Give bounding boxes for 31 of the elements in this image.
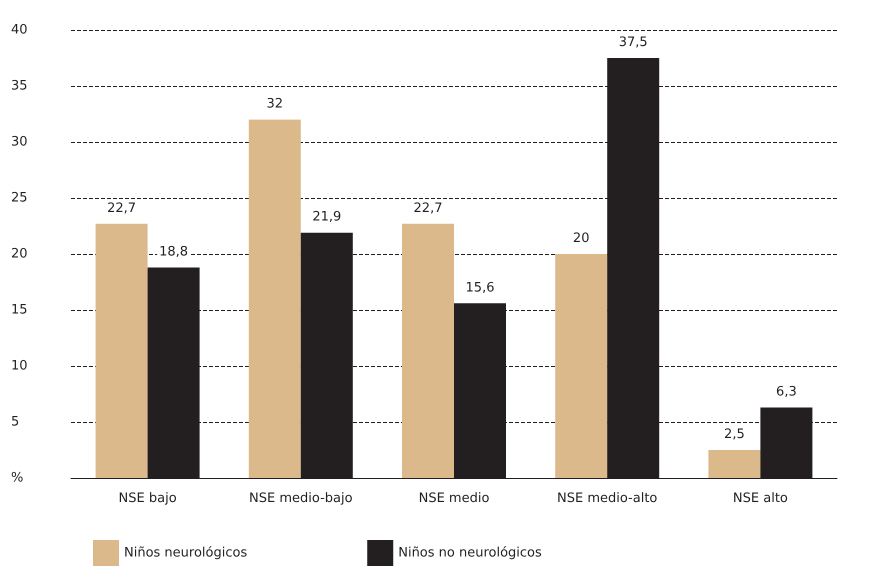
- bar: [708, 450, 760, 478]
- y-tick-label: 30: [11, 134, 28, 150]
- legend-label: Niños no neurológicos: [398, 546, 542, 560]
- data-label: 18,8: [159, 244, 188, 260]
- data-label: 21,9: [312, 210, 342, 225]
- data-label: 22,7: [107, 200, 136, 216]
- legend-label: Niños neurológicos: [124, 546, 248, 560]
- x-tick-label: NSE bajo: [118, 491, 177, 506]
- y-tick-label: 25: [11, 190, 28, 206]
- bar: [402, 224, 454, 478]
- y-tick-label: 10: [11, 358, 28, 374]
- x-tick-label: NSE medio-bajo: [249, 491, 353, 506]
- data-label: 22,7: [414, 200, 442, 216]
- bar: [96, 224, 148, 478]
- y-tick-label: 5: [11, 414, 20, 430]
- y-tick-label: 35: [11, 78, 28, 94]
- bar: [248, 120, 301, 478]
- data-label: 32: [266, 96, 284, 112]
- bar: [555, 254, 608, 478]
- x-tick-label: NSE medio: [418, 491, 490, 506]
- y-tick-label: 15: [11, 302, 28, 318]
- x-tick-label: NSE alto: [732, 491, 788, 506]
- data-label: 20: [572, 231, 590, 246]
- y-tick-label: %: [11, 470, 24, 486]
- data-label: 15,6: [466, 280, 494, 296]
- y-tick-label: 40: [11, 22, 28, 38]
- data-label: 6,3: [776, 384, 797, 400]
- data-label: 2,5: [724, 427, 745, 442]
- data-label: 37,5: [618, 35, 648, 50]
- y-tick-label: 20: [11, 246, 28, 262]
- x-tick-label: NSE medio-alto: [557, 491, 658, 506]
